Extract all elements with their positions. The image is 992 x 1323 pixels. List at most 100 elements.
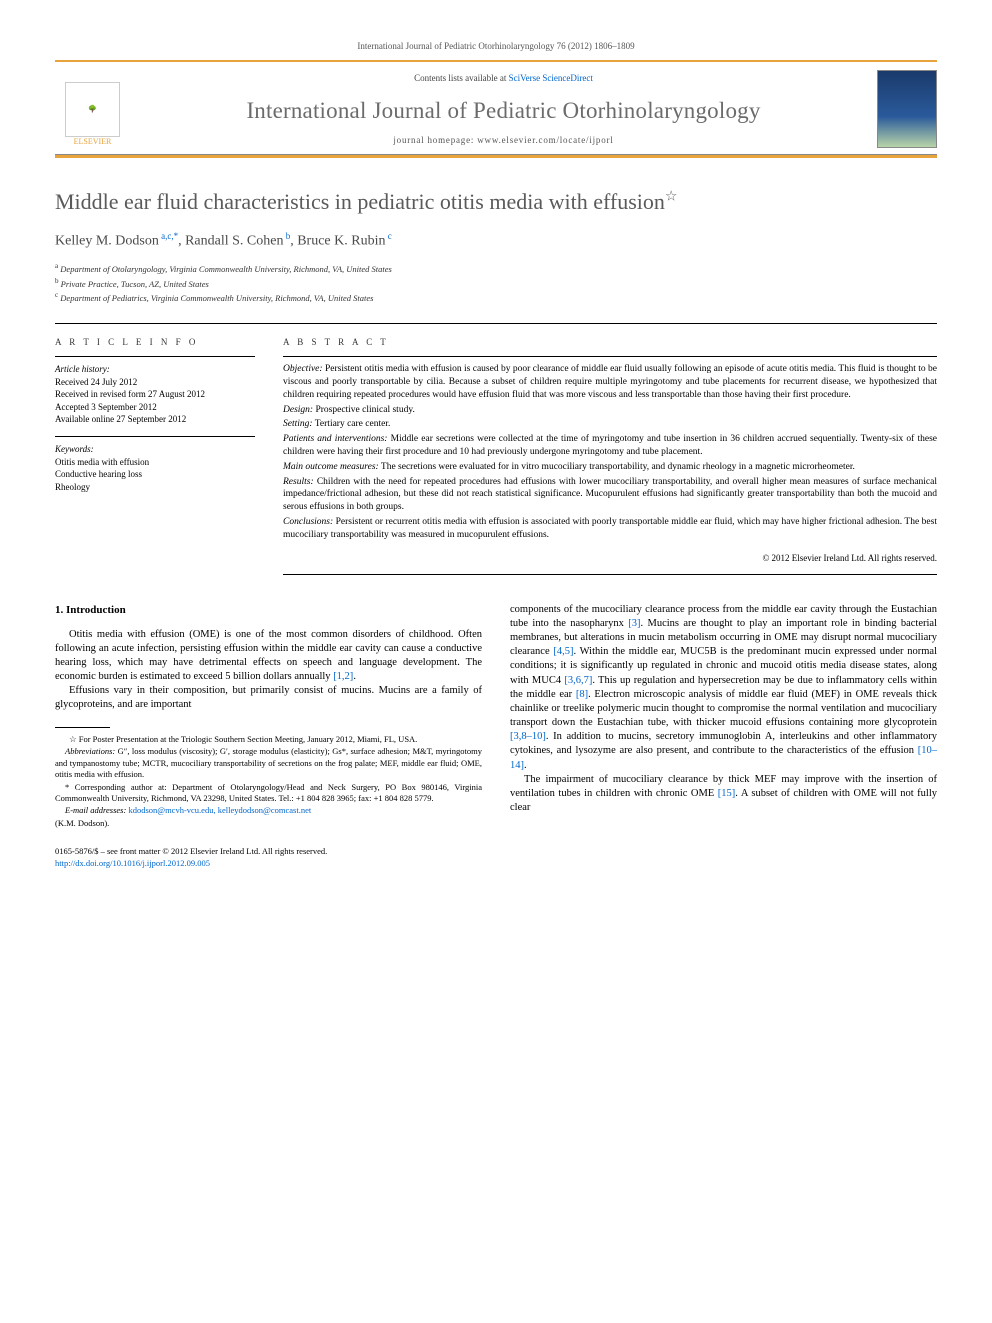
abstract-label: Patients and interventions:: [283, 434, 387, 444]
affiliations: a Department of Otolaryngology, Virginia…: [55, 261, 937, 305]
section-title: Introduction: [66, 604, 126, 616]
author-affil-sup: a,c,: [159, 231, 174, 241]
masthead-bottom-rule: [55, 155, 937, 158]
keywords-block: Keywords: Otitis media with effusion Con…: [55, 436, 255, 493]
info-abstract-row: A R T I C L E I N F O Article history: R…: [55, 323, 937, 575]
title-footnote-marker: ☆: [665, 190, 678, 205]
abstract-copyright: © 2012 Elsevier Ireland Ltd. All rights …: [283, 552, 937, 575]
citation-link[interactable]: [3,8–10]: [510, 731, 546, 742]
citation-link[interactable]: [4,5]: [553, 646, 573, 657]
abstract-text: The secretions were evaluated for in vit…: [381, 462, 855, 472]
authors: Kelley M. Dodson a,c,*, Randall S. Cohen…: [55, 230, 937, 252]
body-paragraph: components of the mucociliary clearance …: [510, 603, 937, 773]
sciencedirect-link[interactable]: SciVerse ScienceDirect: [509, 73, 593, 83]
affiliation-text: Department of Otolaryngology, Virginia C…: [60, 264, 392, 274]
keyword: Rheology: [55, 481, 255, 494]
email-label: E-mail addresses:: [65, 805, 126, 815]
contents-line: Contents lists available at SciVerse Sci…: [414, 72, 593, 84]
homepage-url: www.elsevier.com/locate/ijporl: [477, 135, 613, 145]
article-title: Middle ear fluid characteristics in pedi…: [55, 188, 937, 216]
affiliation: b Private Practice, Tucson, AZ, United S…: [55, 276, 937, 291]
affiliation-text: Private Practice, Tucson, AZ, United Sta…: [61, 279, 209, 289]
abbrev-label: Abbreviations:: [65, 746, 115, 756]
footnote-email: E-mail addresses: kdodson@mcvh-vcu.edu, …: [55, 805, 482, 816]
footer-left: 0165-5876/$ – see front matter © 2012 El…: [55, 846, 909, 869]
article-info-heading: A R T I C L E I N F O: [55, 336, 255, 348]
journal-cover-thumbnail: [877, 70, 937, 148]
affiliation: c Department of Pediatrics, Virginia Com…: [55, 290, 937, 305]
abstract-section: Main outcome measures: The secretions we…: [283, 461, 937, 474]
body-columns: 1. Introduction Otitis media with effusi…: [55, 603, 937, 831]
footnote-text: For Poster Presentation at the Triologic…: [79, 734, 418, 744]
body-paragraph: Effusions vary in their composition, but…: [55, 684, 482, 712]
abstract-label: Results:: [283, 477, 314, 487]
abstract-text: Prospective clinical study.: [315, 405, 414, 415]
article-history-block: Article history: Received 24 July 2012 R…: [55, 356, 255, 426]
abstract-section: Design: Prospective clinical study.: [283, 404, 937, 417]
author-affil-sup: b: [283, 231, 290, 241]
section-heading: 1. Introduction: [55, 603, 482, 618]
abstract-label: Main outcome measures:: [283, 462, 379, 472]
article-info: A R T I C L E I N F O Article history: R…: [55, 336, 255, 575]
footnote-abbreviations: Abbreviations: G″, loss modulus (viscosi…: [55, 746, 482, 780]
page: International Journal of Pediatric Otorh…: [0, 0, 992, 909]
abstract-text: Tertiary care center.: [315, 419, 391, 429]
history-line: Received 24 July 2012: [55, 376, 255, 389]
citation-link[interactable]: [15]: [718, 788, 736, 799]
history-line: Accepted 3 September 2012: [55, 401, 255, 414]
author-affil-sup: c: [385, 231, 391, 241]
column-left: 1. Introduction Otitis media with effusi…: [55, 603, 482, 831]
doi-link[interactable]: http://dx.doi.org/10.1016/j.ijporl.2012.…: [55, 858, 210, 868]
abstract-label: Conclusions:: [283, 517, 333, 527]
homepage-line: journal homepage: www.elsevier.com/locat…: [393, 134, 613, 146]
history-label: Article history:: [55, 363, 255, 376]
history-line: Available online 27 September 2012: [55, 413, 255, 426]
keyword: Otitis media with effusion: [55, 456, 255, 469]
abstract-body: Objective: Persistent otitis media with …: [283, 356, 937, 575]
abstract: A B S T R A C T Objective: Persistent ot…: [283, 336, 937, 575]
abbrev-text: G″, loss modulus (viscosity); G′, storag…: [55, 746, 482, 779]
body-paragraph: The impairment of mucociliary clearance …: [510, 773, 937, 816]
abstract-text: Persistent or recurrent otitis media wit…: [283, 517, 937, 540]
footnote-presentation: ☆ For Poster Presentation at the Triolog…: [55, 734, 482, 745]
article-title-text: Middle ear fluid characteristics in pedi…: [55, 189, 665, 214]
citation-link[interactable]: [3,6,7]: [564, 675, 592, 686]
abstract-section: Patients and interventions: Middle ear s…: [283, 433, 937, 459]
abstract-label: Design:: [283, 405, 313, 415]
body-paragraph: Otitis media with effusion (OME) is one …: [55, 628, 482, 685]
footnote-corresponding: * Corresponding author at: Department of…: [55, 782, 482, 805]
section-number: 1.: [55, 604, 63, 616]
keyword: Conductive hearing loss: [55, 468, 255, 481]
citation-link[interactable]: [1,2]: [333, 671, 353, 682]
citation-link[interactable]: [10–14]: [510, 745, 937, 770]
contents-prefix: Contents lists available at: [414, 73, 508, 83]
affiliation-text: Department of Pediatrics, Virginia Commo…: [60, 293, 373, 303]
abstract-heading: A B S T R A C T: [283, 336, 937, 348]
abstract-section: Conclusions: Persistent or recurrent oti…: [283, 516, 937, 542]
citation-link[interactable]: [8]: [576, 689, 588, 700]
page-footer: 0165-5876/$ – see front matter © 2012 El…: [55, 846, 937, 869]
abstract-section: Objective: Persistent otitis media with …: [283, 363, 937, 401]
homepage-label: journal homepage:: [393, 135, 477, 145]
abstract-text: Children with the need for repeated proc…: [283, 477, 937, 513]
keywords-label: Keywords:: [55, 443, 255, 456]
history-line: Received in revised form 27 August 2012: [55, 388, 255, 401]
masthead: 🌳 ELSEVIER Contents lists available at S…: [55, 62, 937, 155]
elsevier-tree-icon: 🌳: [65, 82, 120, 137]
corr-label: * Corresponding author at:: [65, 782, 167, 792]
journal-title: International Journal of Pediatric Otorh…: [246, 95, 760, 126]
author-corr-sup: *: [174, 231, 179, 241]
footnotes: ☆ For Poster Presentation at the Triolog…: [55, 734, 482, 830]
footnote-rule: [55, 727, 110, 728]
footnote-email-owner: (K.M. Dodson).: [55, 818, 482, 829]
citation-link[interactable]: [3]: [628, 618, 640, 629]
abstract-section: Setting: Tertiary care center.: [283, 418, 937, 431]
publisher-logo: 🌳 ELSEVIER: [55, 70, 130, 148]
masthead-center: Contents lists available at SciVerse Sci…: [142, 70, 865, 148]
email-link[interactable]: kdodson@mcvh-vcu.edu, kelleydodson@comca…: [128, 805, 311, 815]
publisher-name: ELSEVIER: [74, 137, 112, 148]
issn-line: 0165-5876/$ – see front matter © 2012 El…: [55, 846, 909, 857]
abstract-label: Objective:: [283, 364, 323, 374]
column-right: components of the mucociliary clearance …: [510, 603, 937, 831]
abstract-section: Results: Children with the need for repe…: [283, 476, 937, 514]
